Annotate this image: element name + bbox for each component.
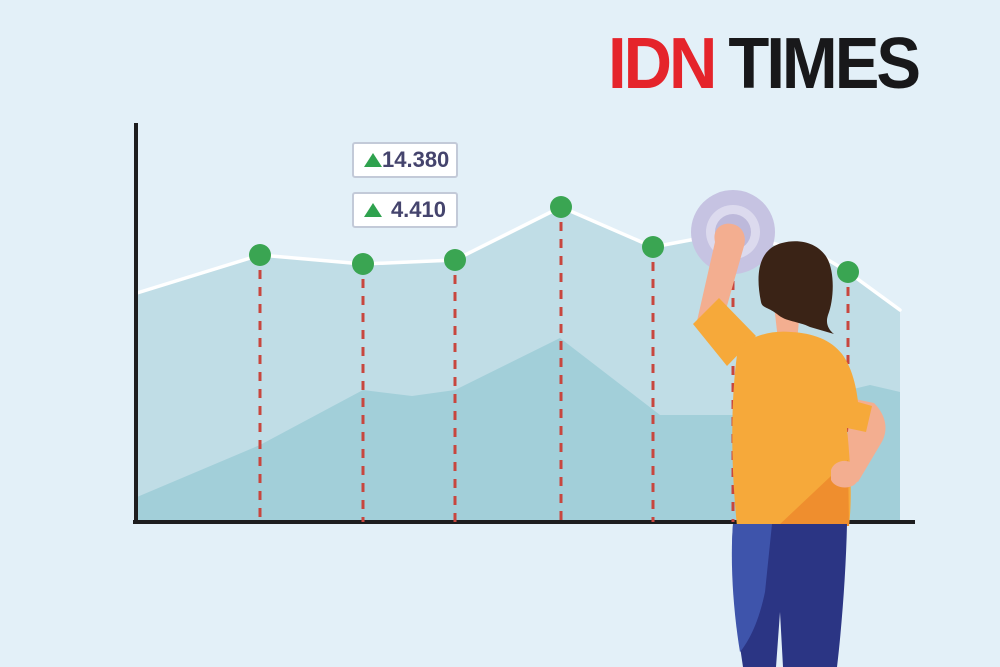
figure-hair — [758, 241, 834, 334]
logo-times: TIMES — [728, 23, 921, 105]
data-point-dots — [249, 196, 859, 283]
area-series-lower — [137, 338, 900, 522]
trend-dot — [249, 244, 271, 266]
trend-dot — [642, 236, 664, 258]
trend-line — [135, 205, 902, 312]
figure-person — [693, 223, 886, 667]
callout-value: 14.380 — [382, 147, 450, 172]
callout-box-1: 14.380 — [352, 142, 458, 178]
figure-hip-hand — [831, 460, 860, 488]
callout-box-2: 4.410 — [352, 192, 458, 228]
up-triangle-icon — [364, 203, 382, 217]
figure-jeans-highlight — [731, 524, 772, 652]
trend-dot — [550, 196, 572, 218]
callout-value: 4.410 — [390, 197, 446, 222]
idn-times-logo: IDN TIMES — [608, 22, 921, 105]
trend-dot — [444, 249, 466, 271]
figure-raised-arm — [697, 223, 745, 334]
up-triangle-icon — [364, 153, 382, 167]
trend-dot — [837, 261, 859, 283]
logo-idn: IDN — [608, 23, 717, 105]
trend-dot — [352, 253, 374, 275]
